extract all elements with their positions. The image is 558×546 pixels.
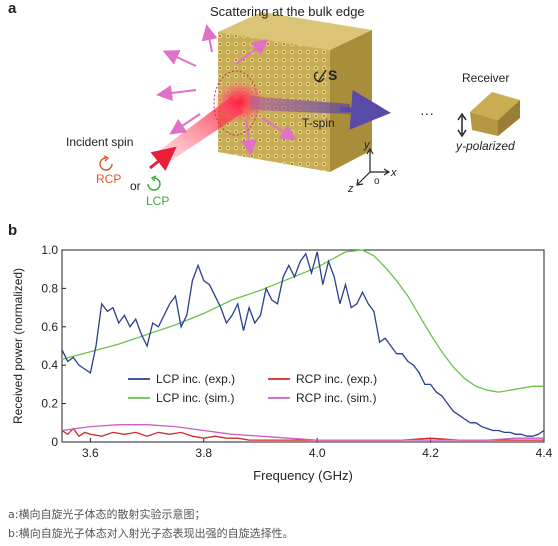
lcp-rotation-icon <box>147 175 161 191</box>
legend-label: LCP inc. (exp.) <box>156 372 235 386</box>
rcp-label: RCP <box>96 172 121 186</box>
series-line-rcp-inc-exp <box>61 427 544 441</box>
schematic-figure: S T-spin Scattering at the bulk edge ···… <box>66 4 520 208</box>
axis-y-label: y <box>363 139 371 151</box>
ellipsis: ··· <box>420 105 434 121</box>
receiver-horn-icon <box>470 92 520 136</box>
panel-b-label: b <box>8 222 18 239</box>
plot-frame <box>61 249 545 443</box>
chart-panel: b 3.6 3.8 4.0 4.2 4.4 0 0.2 0.4 0.6 0.8 1.0 Frequen… <box>0 222 558 497</box>
caption-a: a:横向自旋光子体态的散射实验示意图； <box>8 508 206 521</box>
schematic-panel: a <box>0 0 558 220</box>
incident-spin-label: Incident spin <box>66 135 133 149</box>
y-tick-label: 1.0 <box>41 243 58 257</box>
polarization-label: y-polarized <box>455 139 515 153</box>
x-tick-label: 4.4 <box>536 446 553 460</box>
axis-origin-label: o <box>374 176 380 187</box>
lcp-label: LCP <box>146 194 169 208</box>
coordinate-axes <box>356 147 391 186</box>
x-tick-label: 3.8 <box>195 446 212 460</box>
x-tick-label: 3.6 <box>82 446 99 460</box>
scattering-spot <box>214 80 266 124</box>
tspin-beam <box>250 89 391 130</box>
legend-label: RCP inc. (exp.) <box>296 372 377 386</box>
y-tick-label: 0.4 <box>41 358 58 372</box>
receiver-label: Receiver <box>462 71 509 85</box>
tspin-label: T-spin <box>302 116 335 130</box>
caption-b: b:横向自旋光子体态对入射光子态表现出强的自旋选择性。 <box>8 527 294 540</box>
x-axis-label: Frequency (GHz) <box>253 468 353 483</box>
legend-label: RCP inc. (sim.) <box>296 391 376 405</box>
scattering-arrows <box>156 24 297 156</box>
y-tick-label: 0.6 <box>41 320 58 334</box>
rcp-rotation-icon <box>99 155 113 171</box>
spin-label: S <box>328 67 337 83</box>
polarization-arrow-icon <box>457 112 467 138</box>
schematic-title: Scattering at the bulk edge <box>210 4 365 19</box>
series-line-lcp-inc-sim <box>61 249 544 393</box>
y-tick-label: 0.2 <box>41 397 58 411</box>
y-axis-label: Received power (normalized) <box>11 268 25 424</box>
received-power-chart: 3.6 3.8 4.0 4.2 4.4 0 0.2 0.4 0.6 0.8 1.0 Frequency… <box>11 243 553 483</box>
panel-a-label: a <box>8 0 17 17</box>
axis-x-label: x <box>390 167 397 179</box>
series-line-rcp-inc-sim <box>61 424 544 441</box>
x-tick-label: 4.0 <box>309 446 326 460</box>
legend-label: LCP inc. (sim.) <box>156 391 234 405</box>
y-tick-label: 0 <box>51 435 58 449</box>
axis-z-label: z <box>347 183 354 195</box>
spin-rotation-icon <box>313 69 327 83</box>
x-tick-label: 4.2 <box>422 446 439 460</box>
series-line-lcp-inc-exp <box>61 251 545 437</box>
y-tick-label: 0.8 <box>41 281 58 295</box>
or-label: or <box>130 179 141 193</box>
